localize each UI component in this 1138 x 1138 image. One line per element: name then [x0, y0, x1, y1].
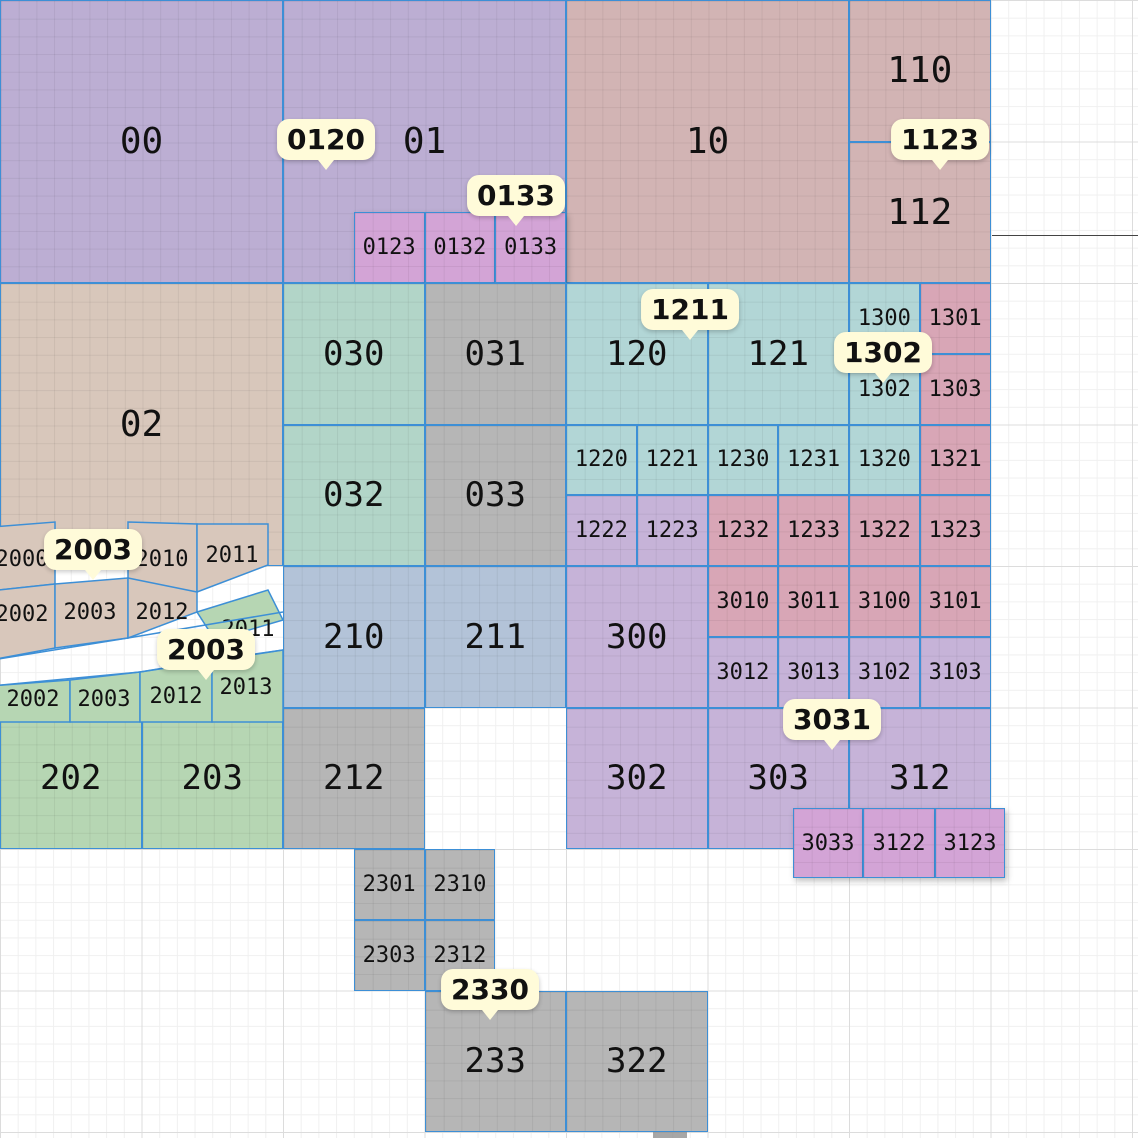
pin-2330[interactable]: 2330: [441, 969, 539, 1020]
pin-label: 1302: [844, 336, 922, 369]
skewed-tile-label: 2011: [206, 543, 259, 568]
pin-1211[interactable]: 1211: [641, 289, 739, 340]
pin-1123[interactable]: 1123: [891, 119, 989, 170]
horizon-line-right: [992, 235, 1138, 236]
tile-031[interactable]: 031: [424, 283, 566, 425]
skewed-tile-label: 2003: [78, 687, 131, 712]
skewed-tile-label: 2003: [64, 600, 117, 625]
tile-211[interactable]: 211: [424, 566, 566, 708]
tile-3122[interactable]: 3122: [863, 808, 935, 878]
skewed-tile-2011[interactable]: [196, 523, 269, 594]
pin-2003[interactable]: 2003: [157, 629, 255, 680]
skewed-tile-label: 2010: [136, 547, 189, 572]
pin-3031[interactable]: 3031: [783, 699, 881, 750]
pin-label: 2003: [54, 533, 132, 566]
tile-1321[interactable]: 1321: [919, 424, 991, 496]
tile-divider: [850, 141, 910, 142]
pin-0120[interactable]: 0120: [277, 119, 375, 170]
tile-300[interactable]: 300: [566, 566, 708, 708]
pin-label: 2003: [167, 633, 245, 666]
skewed-tile-label: 2000: [0, 547, 48, 572]
pin-1302[interactable]: 1302: [834, 332, 932, 383]
skewed-tile-label: 2012: [150, 684, 203, 709]
pin-2003[interactable]: 2003: [44, 529, 142, 580]
pin-label: 0120: [287, 123, 365, 156]
tile-2301[interactable]: 2301: [353, 849, 425, 920]
pin-label: 2330: [451, 973, 529, 1006]
pin-label: 1211: [651, 293, 729, 326]
skewed-tile-label: 2013: [220, 675, 273, 700]
tile-1231[interactable]: 1231: [778, 424, 849, 496]
pin-label: 1123: [901, 123, 979, 156]
pin-0133[interactable]: 0133: [467, 175, 565, 226]
tile-10[interactable]: 10: [566, 0, 849, 283]
skewed-tile-border: [0, 611, 284, 660]
tile-212[interactable]: 212: [283, 707, 425, 849]
pin-label: 0133: [477, 179, 555, 212]
tile-00[interactable]: 00: [0, 0, 283, 283]
tile-3011[interactable]: 3011: [778, 566, 849, 637]
skewed-tile-label: 2002: [7, 687, 60, 712]
skewed-tile-label: 2012: [136, 600, 189, 625]
tile-3103[interactable]: 3103: [919, 636, 991, 708]
tile-02[interactable]: 02: [0, 283, 283, 566]
pin-label: 3031: [793, 703, 871, 736]
skewed-tile-label: 2002: [0, 602, 48, 627]
